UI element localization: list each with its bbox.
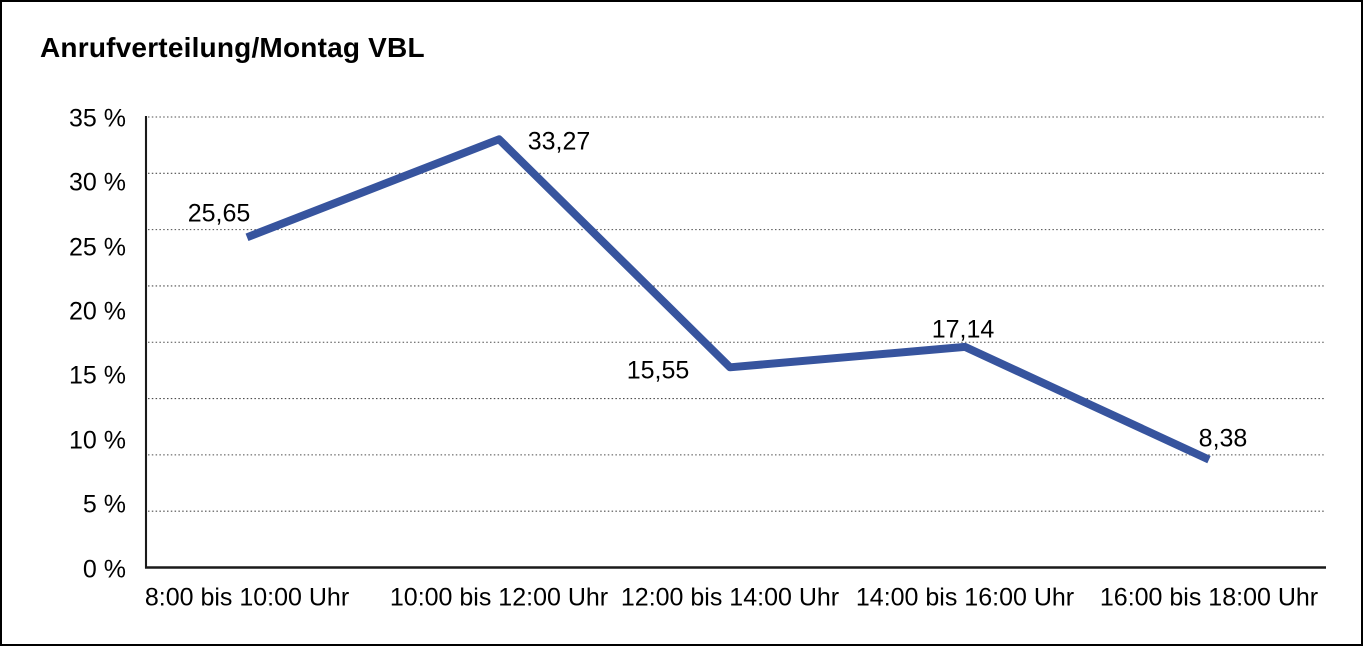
- x-axis-category-label: 12:00 bis 14:00 Uhr: [620, 583, 840, 612]
- data-point-label: 17,14: [931, 315, 995, 344]
- data-series-line: [245, 135, 1211, 464]
- data-point-label: 15,55: [626, 356, 690, 385]
- data-point-label: 8,38: [1198, 424, 1248, 453]
- x-axis-category-label: 16:00 bis 18:00 Uhr: [1099, 583, 1319, 612]
- x-axis-category-label: 14:00 bis 16:00 Uhr: [855, 583, 1075, 612]
- y-axis-tick-label: 25 %: [69, 233, 126, 262]
- data-point-label: 33,27: [527, 127, 591, 156]
- y-axis-tick-label: 5 %: [82, 490, 126, 519]
- y-axis-tick-label: 0 %: [82, 555, 126, 583]
- y-axis-tick-label: 20 %: [69, 297, 126, 326]
- y-axis-tick-label: 10 %: [69, 426, 126, 455]
- data-point-label: 25,65: [187, 199, 251, 228]
- y-axis-tick-label: 15 %: [69, 361, 126, 390]
- x-axis-category-label: 10:00 bis 12:00 Uhr: [389, 583, 609, 612]
- y-axis-tick-label: 30 %: [69, 168, 126, 197]
- y-axis-tick-label: 35 %: [69, 104, 126, 133]
- chart-title: Anrufverteilung/Montag VBL: [40, 32, 425, 63]
- x-axis-category-label: 8:00 bis 10:00 Uhr: [144, 583, 350, 612]
